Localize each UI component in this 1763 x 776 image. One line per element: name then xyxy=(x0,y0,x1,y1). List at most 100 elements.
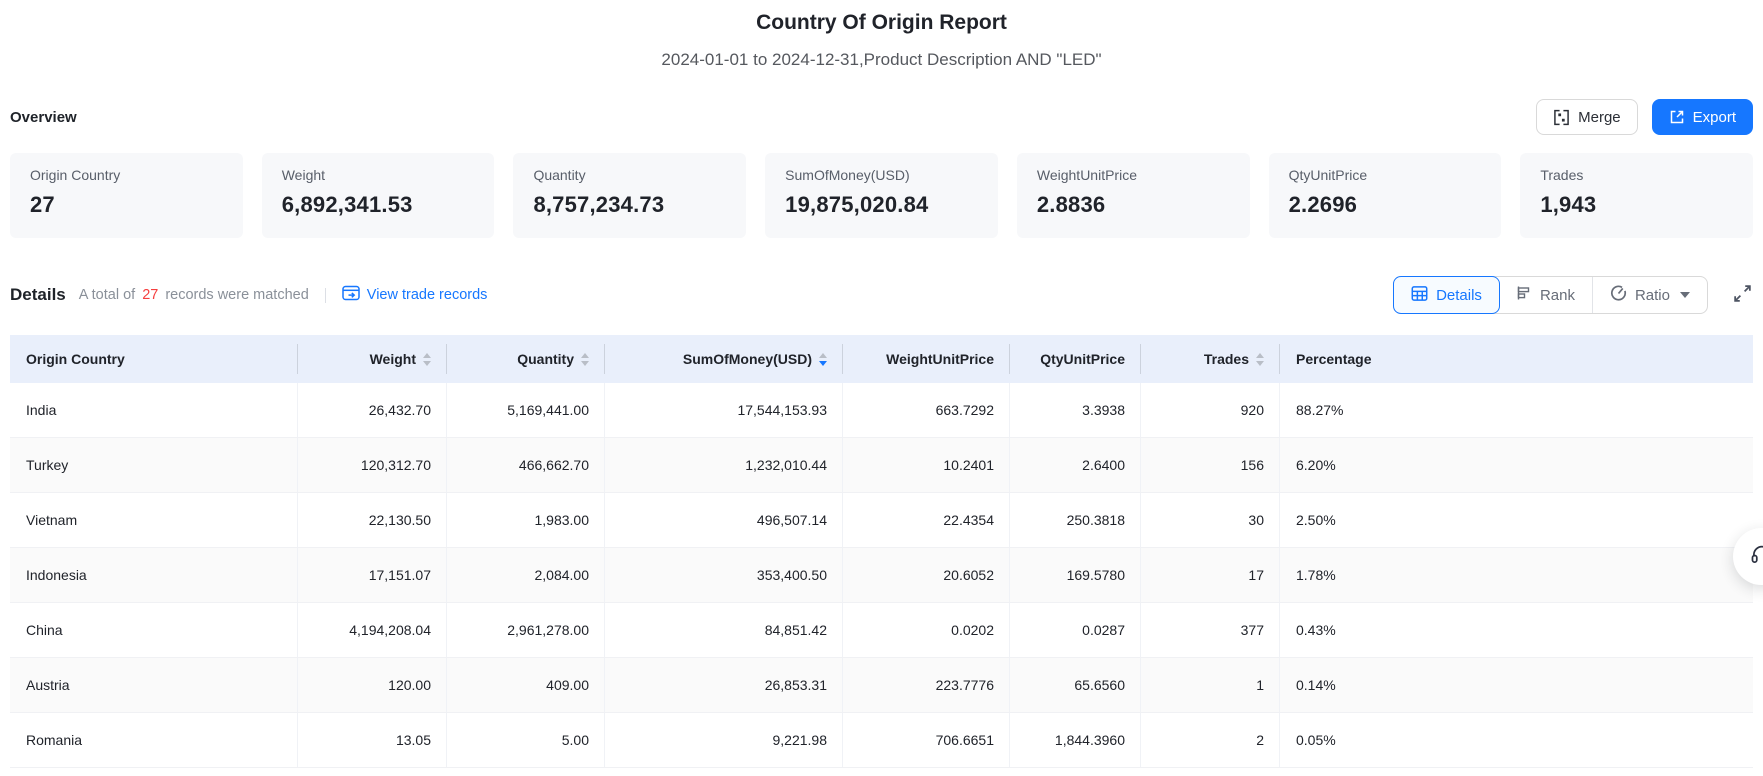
sort-icon[interactable] xyxy=(581,353,589,366)
table-cell: 5.00 xyxy=(447,713,605,767)
details-heading: Details xyxy=(10,285,66,305)
stat-card-sum-of-money: SumOfMoney(USD) 19,875,020.84 xyxy=(765,153,998,238)
fullscreen-expand-icon xyxy=(1732,283,1753,307)
overview-heading: Overview xyxy=(10,109,77,126)
tab-ratio[interactable]: Ratio xyxy=(1592,277,1707,313)
table-cell: China xyxy=(10,603,298,657)
details-toolbar: Details Rank Ratio xyxy=(1393,276,1753,314)
table-cell: 120.00 xyxy=(298,658,447,712)
table-row: Vietnam22,130.501,983.00496,507.1422.435… xyxy=(10,493,1753,548)
table-cell: 0.0287 xyxy=(1010,603,1141,657)
table-cell: 120,312.70 xyxy=(298,438,447,492)
tab-details[interactable]: Details xyxy=(1393,276,1500,314)
trade-records-icon xyxy=(342,285,360,305)
merge-button-label: Merge xyxy=(1578,109,1621,126)
sort-icon-desc-active[interactable] xyxy=(819,353,827,366)
table-cell: Romania xyxy=(10,713,298,767)
stat-value: 8,757,234.73 xyxy=(533,192,726,218)
table-cell: 409.00 xyxy=(447,658,605,712)
overview-cards: Origin Country 27 Weight 6,892,341.53 Qu… xyxy=(0,153,1763,238)
table-cell: 26,432.70 xyxy=(298,383,447,437)
stat-value: 6,892,341.53 xyxy=(282,192,475,218)
stat-value: 19,875,020.84 xyxy=(785,192,978,218)
table-cell: 353,400.50 xyxy=(605,548,843,602)
export-button[interactable]: Export xyxy=(1652,99,1753,135)
match-count: 27 xyxy=(142,287,158,303)
stat-label: Trades xyxy=(1540,167,1733,183)
table-cell: 9,221.98 xyxy=(605,713,843,767)
table-cell: 22,130.50 xyxy=(298,493,447,547)
divider xyxy=(325,288,326,303)
export-icon xyxy=(1669,109,1685,125)
column-header-origin-country: Origin Country xyxy=(10,335,298,383)
table-cell: 706.6651 xyxy=(843,713,1010,767)
chevron-down-icon xyxy=(1680,292,1690,298)
view-switcher: Details Rank Ratio xyxy=(1393,276,1708,314)
sort-icon[interactable] xyxy=(1256,353,1264,366)
fullscreen-button[interactable] xyxy=(1732,283,1753,307)
headset-icon xyxy=(1749,542,1763,571)
merge-button[interactable]: Merge xyxy=(1536,99,1638,135)
stat-value: 2.2696 xyxy=(1289,192,1482,218)
stat-card-origin-country: Origin Country 27 xyxy=(10,153,243,238)
table-cell: 22.4354 xyxy=(843,493,1010,547)
table-cell: 84,851.42 xyxy=(605,603,843,657)
stat-card-quantity: Quantity 8,757,234.73 xyxy=(513,153,746,238)
table-body: India26,432.705,169,441.0017,544,153.936… xyxy=(10,383,1753,768)
table-row: Turkey120,312.70466,662.701,232,010.4410… xyxy=(10,438,1753,493)
column-header-percentage: Percentage xyxy=(1280,335,1753,383)
table-row: China4,194,208.042,961,278.0084,851.420.… xyxy=(10,603,1753,658)
table-row: India26,432.705,169,441.0017,544,153.936… xyxy=(10,383,1753,438)
table-cell: 1 xyxy=(1141,658,1280,712)
table-cell: India xyxy=(10,383,298,437)
table-cell: 377 xyxy=(1141,603,1280,657)
view-trade-records-link[interactable]: View trade records xyxy=(342,285,488,305)
export-button-label: Export xyxy=(1693,109,1736,126)
table-cell: 2,084.00 xyxy=(447,548,605,602)
stat-label: WeightUnitPrice xyxy=(1037,167,1230,183)
column-header-quantity[interactable]: Quantity xyxy=(447,335,605,383)
table-cell: 10.2401 xyxy=(843,438,1010,492)
sort-icon[interactable] xyxy=(423,353,431,366)
details-bar: Details A total of27records were matched… xyxy=(0,275,1763,315)
table-cell: Indonesia xyxy=(10,548,298,602)
column-header-trades[interactable]: Trades xyxy=(1141,335,1280,383)
stat-label: Quantity xyxy=(533,167,726,183)
table-cell: 26,853.31 xyxy=(605,658,843,712)
table-cell: 156 xyxy=(1141,438,1280,492)
table-cell: 6.20% xyxy=(1280,438,1753,492)
table-cell: 920 xyxy=(1141,383,1280,437)
stat-value: 2.8836 xyxy=(1037,192,1230,218)
table-cell: 2,961,278.00 xyxy=(447,603,605,657)
table-cell: 0.43% xyxy=(1280,603,1753,657)
rank-chart-icon xyxy=(1516,285,1532,305)
tab-ratio-label: Ratio xyxy=(1635,287,1670,304)
tab-rank[interactable]: Rank xyxy=(1499,277,1592,313)
records-matched-text: A total of27records were matched xyxy=(79,287,309,303)
table-cell: 1,983.00 xyxy=(447,493,605,547)
stat-value: 27 xyxy=(30,192,223,218)
column-header-sum-of-money[interactable]: SumOfMoney(USD) xyxy=(605,335,843,383)
table-row: Indonesia17,151.072,084.00353,400.5020.6… xyxy=(10,548,1753,603)
table-cell: 13.05 xyxy=(298,713,447,767)
stat-card-trades: Trades 1,943 xyxy=(1520,153,1753,238)
table-cell: 0.0202 xyxy=(843,603,1010,657)
page-title: Country Of Origin Report xyxy=(0,0,1763,35)
table-cell: 0.05% xyxy=(1280,713,1753,767)
table-header-row: Origin Country Weight Quantity SumOfMone… xyxy=(10,335,1753,383)
table-cell: 250.3818 xyxy=(1010,493,1141,547)
overview-actions: Merge Export xyxy=(1536,99,1753,135)
table-cell: 1,232,010.44 xyxy=(605,438,843,492)
match-prefix: A total of xyxy=(79,287,135,303)
table-cell: 88.27% xyxy=(1280,383,1753,437)
table-cell: 663.7292 xyxy=(843,383,1010,437)
stat-label: SumOfMoney(USD) xyxy=(785,167,978,183)
table-cell: 65.6560 xyxy=(1010,658,1141,712)
report-filter-subtitle: 2024-01-01 to 2024-12-31,Product Descrip… xyxy=(0,50,1763,70)
country-of-origin-report-page: Country Of Origin Report 2024-01-01 to 2… xyxy=(0,0,1763,776)
table-cell: 20.6052 xyxy=(843,548,1010,602)
stat-label: Origin Country xyxy=(30,167,223,183)
table-cell: 30 xyxy=(1141,493,1280,547)
column-header-weight[interactable]: Weight xyxy=(298,335,447,383)
stat-card-qty-unit-price: QtyUnitPrice 2.2696 xyxy=(1269,153,1502,238)
